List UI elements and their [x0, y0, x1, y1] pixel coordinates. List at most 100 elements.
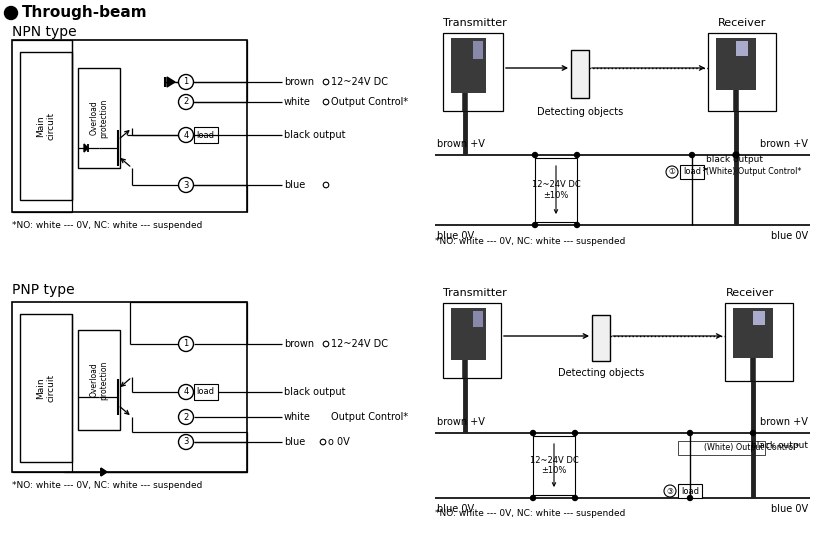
Text: 2: 2 — [183, 97, 189, 107]
Text: Main
circuit: Main circuit — [36, 374, 56, 402]
Text: (White) Output Control*: (White) Output Control* — [706, 166, 802, 175]
Text: load: load — [681, 487, 699, 495]
Bar — [194, 384, 218, 400]
Circle shape — [574, 222, 579, 227]
Circle shape — [178, 410, 194, 425]
Bar — [725, 303, 793, 381]
Text: black output: black output — [284, 387, 345, 397]
Text: 12~24V DC
±10%: 12~24V DC ±10% — [532, 180, 581, 200]
Text: 4: 4 — [183, 388, 189, 397]
Circle shape — [664, 485, 676, 497]
Circle shape — [178, 75, 194, 90]
Circle shape — [573, 430, 578, 436]
Text: PNP type: PNP type — [12, 283, 74, 297]
Text: *NO: white --- 0V, NC: white --- suspended: *NO: white --- 0V, NC: white --- suspend… — [12, 222, 202, 231]
Bar — [678, 484, 702, 498]
Circle shape — [687, 495, 693, 500]
Bar — [533, 436, 575, 495]
Text: Detecting objects: Detecting objects — [558, 368, 644, 378]
Text: load: load — [683, 168, 701, 176]
Bar — [680, 165, 704, 179]
Circle shape — [690, 153, 694, 158]
Text: black output: black output — [751, 441, 808, 450]
Text: 1: 1 — [183, 340, 189, 348]
Polygon shape — [167, 77, 175, 87]
Text: Receiver: Receiver — [726, 288, 775, 298]
Polygon shape — [101, 468, 107, 476]
Text: 1: 1 — [183, 77, 189, 86]
Bar — [678, 441, 765, 455]
Text: blue 0V: blue 0V — [437, 504, 474, 514]
Circle shape — [178, 128, 194, 143]
Circle shape — [178, 435, 194, 450]
Text: 3: 3 — [183, 437, 189, 446]
Text: black output: black output — [706, 155, 763, 164]
Text: Overload
protection: Overload protection — [89, 361, 109, 400]
Text: 3: 3 — [183, 180, 189, 190]
Circle shape — [750, 430, 756, 436]
Bar — [571, 50, 589, 98]
Text: load: load — [196, 131, 214, 139]
Bar — [473, 41, 483, 59]
Text: Receiver: Receiver — [718, 18, 766, 28]
Text: black output: black output — [284, 130, 345, 140]
Circle shape — [178, 95, 194, 109]
Bar — [451, 38, 486, 93]
Circle shape — [178, 384, 194, 399]
Bar — [443, 33, 503, 111]
Text: *NO: white --- 0V, NC: white --- suspended: *NO: white --- 0V, NC: white --- suspend… — [12, 482, 202, 491]
Circle shape — [687, 430, 693, 436]
Text: Transmitter: Transmitter — [443, 288, 506, 298]
Bar — [535, 158, 577, 222]
Circle shape — [5, 7, 17, 19]
Text: brown: brown — [284, 77, 314, 87]
Bar — [78, 68, 120, 168]
Text: 2: 2 — [183, 413, 189, 421]
Text: o 0V: o 0V — [328, 437, 350, 447]
Circle shape — [733, 152, 739, 158]
Circle shape — [323, 341, 329, 347]
Bar — [736, 41, 748, 56]
Bar — [12, 302, 247, 472]
Text: Output Control*: Output Control* — [331, 412, 408, 422]
Text: Main
circuit: Main circuit — [36, 112, 56, 140]
Circle shape — [573, 495, 578, 500]
Text: load: load — [196, 388, 214, 397]
Text: white: white — [284, 97, 311, 107]
Bar — [20, 314, 72, 462]
Text: Transmitter: Transmitter — [443, 18, 506, 28]
Bar — [716, 38, 756, 90]
Text: NPN type: NPN type — [12, 25, 77, 39]
Text: blue 0V: blue 0V — [771, 231, 808, 241]
Bar — [592, 315, 610, 361]
Text: brown +V: brown +V — [760, 139, 808, 149]
Bar — [708, 33, 776, 111]
Text: Through-beam: Through-beam — [22, 6, 147, 20]
Text: 4: 4 — [183, 131, 189, 139]
Circle shape — [531, 495, 536, 500]
Circle shape — [323, 99, 329, 105]
Circle shape — [533, 153, 537, 158]
Circle shape — [320, 439, 326, 445]
Circle shape — [531, 430, 536, 436]
Text: blue 0V: blue 0V — [437, 231, 474, 241]
Text: blue: blue — [284, 180, 305, 190]
Text: 12~24V DC: 12~24V DC — [331, 77, 388, 87]
Text: brown: brown — [284, 339, 314, 349]
Bar — [20, 52, 72, 200]
Text: ③: ③ — [667, 487, 673, 495]
Bar — [451, 308, 486, 360]
Circle shape — [533, 222, 537, 227]
Text: Overload
protection: Overload protection — [89, 98, 109, 138]
Bar — [78, 330, 120, 430]
Bar — [12, 40, 247, 212]
Bar — [443, 303, 501, 378]
Circle shape — [323, 79, 329, 85]
Text: brown +V: brown +V — [437, 417, 485, 427]
Circle shape — [666, 166, 678, 178]
Circle shape — [178, 336, 194, 352]
Circle shape — [574, 153, 579, 158]
Bar — [473, 311, 483, 327]
Polygon shape — [84, 144, 88, 152]
Bar — [733, 308, 773, 358]
